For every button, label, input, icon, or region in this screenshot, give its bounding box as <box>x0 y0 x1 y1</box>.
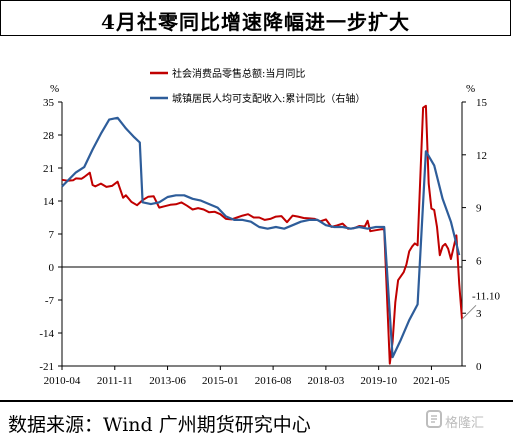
footer-divider <box>0 400 513 402</box>
legend-label: 社会消费品零售总额:当月同比 <box>172 67 305 80</box>
x-axis-tick-label: 2021-05 <box>413 375 450 387</box>
right-axis-tick-label: 0 <box>476 361 482 373</box>
x-axis-tick-label: 2019-10 <box>360 375 397 387</box>
left-axis-tick-label: 0 <box>49 262 55 274</box>
x-axis-tick-label: 2013-06 <box>149 375 186 387</box>
x-axis-tick-label: 2018-03 <box>308 375 345 387</box>
right-axis-tick-label: 6 <box>476 255 482 267</box>
annotation-leader <box>461 304 477 320</box>
series-line-income <box>61 116 461 359</box>
left-axis-tick-label: 21 <box>43 163 54 175</box>
right-axis-tick-label: 3 <box>476 308 482 320</box>
left-axis-tick-label: -7 <box>45 295 55 307</box>
chart: % % 35 28 21 14 7 0 -7 -14 -21 15 12 9 6 3 0 2010-04 2011-… <box>39 67 501 387</box>
series-line-retail <box>61 104 463 365</box>
x-axis-tick-label: 2016-08 <box>255 375 292 387</box>
chart-title: 4月社零同比增速降幅进一步扩大 <box>101 10 410 34</box>
x-axis-tick-label: 2015-01 <box>202 375 239 387</box>
left-axis-tick-label: -21 <box>39 361 54 373</box>
left-axis-tick-label: 35 <box>43 97 55 109</box>
title-box <box>0 0 511 36</box>
legend-label: 城镇居民人均可支配收入:累计同比（右轴） <box>172 92 365 105</box>
left-axis-tick-label: 7 <box>49 229 55 241</box>
x-axis-tick-label: 2011-11 <box>97 375 133 387</box>
left-axis-tick-label: 28 <box>43 130 55 142</box>
watermark-logo-icon <box>426 410 442 428</box>
x-axis-tick-label: 2010-04 <box>44 375 81 387</box>
latest-value-annotation: -11.10 <box>472 290 501 302</box>
left-axis-unit: % <box>50 83 59 95</box>
left-axis-tick-label: 14 <box>43 196 55 208</box>
right-axis-tick-label: 15 <box>476 97 488 109</box>
right-axis-tick-label: 12 <box>476 150 487 162</box>
left-axis-tick-label: -14 <box>39 328 54 340</box>
source-note: 数据来源：Wind 广州期货研究中心 <box>8 414 311 436</box>
right-axis-tick-label: 9 <box>476 203 482 215</box>
right-axis-unit: % <box>466 83 475 95</box>
watermark: 格隆汇 <box>445 416 485 431</box>
